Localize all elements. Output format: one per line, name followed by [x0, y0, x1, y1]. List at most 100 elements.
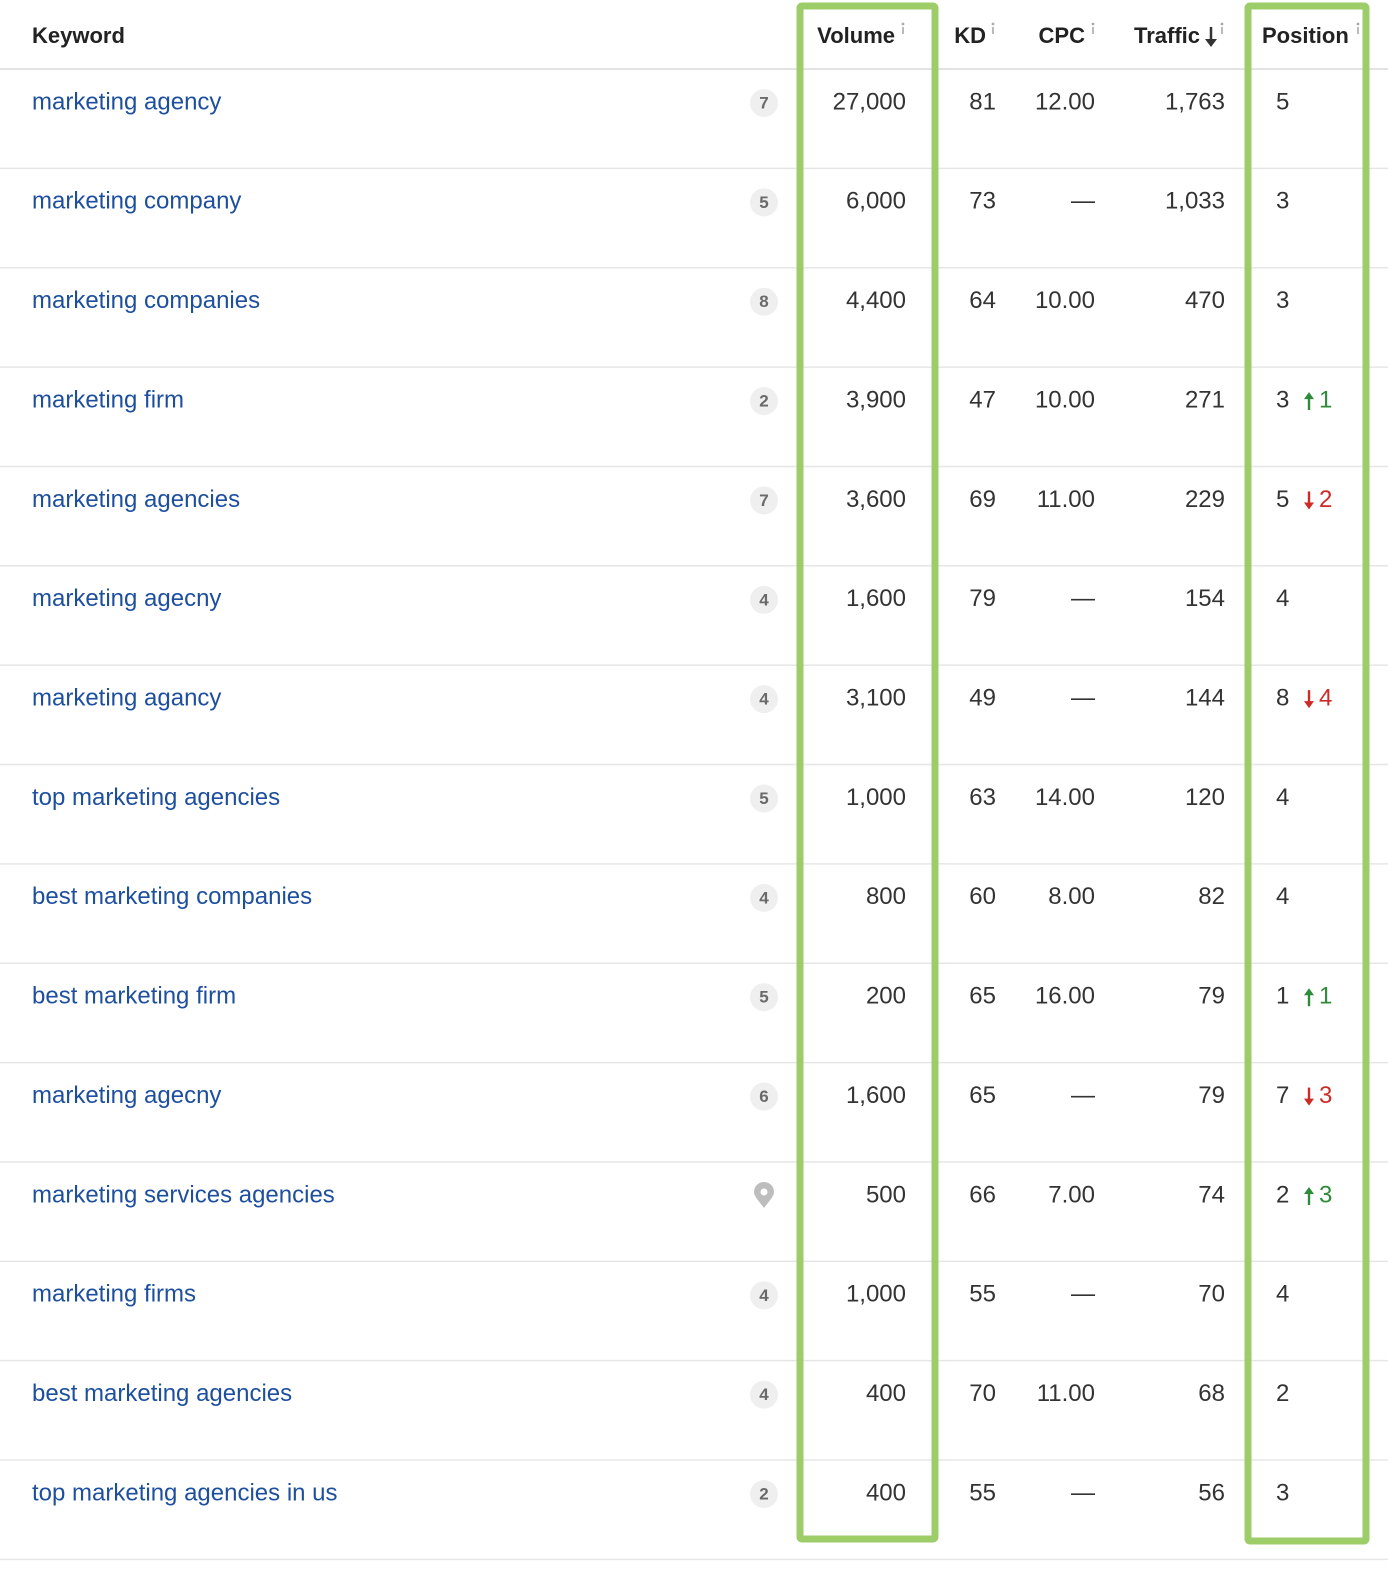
position-change: 4: [1319, 685, 1332, 712]
cpc: 8.00: [1048, 883, 1095, 910]
position: 1: [1276, 983, 1289, 1010]
info-dot: [1356, 22, 1360, 26]
cpc: —: [1071, 1479, 1095, 1506]
cpc: —: [1071, 188, 1095, 215]
serp-badge-label: 4: [759, 590, 769, 609]
keyword-link[interactable]: marketing services agencies: [32, 1181, 335, 1208]
header-traffic[interactable]: Traffic: [1134, 23, 1200, 48]
volume: 6,000: [846, 188, 906, 215]
cpc: —: [1071, 1082, 1095, 1109]
cpc: 14.00: [1035, 784, 1095, 811]
header-keyword: Keyword: [32, 23, 125, 48]
keyword-link[interactable]: best marketing agencies: [32, 1380, 292, 1407]
header-kd[interactable]: KD: [954, 23, 986, 48]
serp-badge: [750, 1082, 778, 1111]
info-dot: [1091, 22, 1095, 26]
position: 4: [1276, 883, 1289, 910]
cpc: 10.00: [1035, 386, 1095, 413]
volume: 500: [866, 1181, 906, 1208]
traffic: 120: [1185, 784, 1225, 811]
traffic: 1,033: [1165, 188, 1225, 215]
position: 3: [1276, 1479, 1289, 1506]
position-change: 2: [1319, 486, 1332, 513]
serp-badge-label: 4: [759, 1286, 769, 1305]
kd: 70: [969, 1380, 996, 1407]
traffic: 70: [1198, 1281, 1225, 1308]
keyword-link[interactable]: best marketing firm: [32, 983, 236, 1010]
keyword-link[interactable]: marketing firm: [32, 386, 184, 413]
keyword-link[interactable]: best marketing companies: [32, 883, 312, 910]
cpc: 10.00: [1035, 287, 1095, 314]
kd: 66: [969, 1181, 996, 1208]
keyword-link[interactable]: marketing agecny: [32, 1082, 221, 1109]
change-arrow-head: [1304, 701, 1314, 709]
traffic: 1,763: [1165, 88, 1225, 115]
keyword-link[interactable]: marketing firms: [32, 1281, 196, 1308]
info-icons: [901, 22, 1360, 34]
traffic: 79: [1198, 983, 1225, 1010]
info-dot: [901, 22, 905, 26]
serp-badge: [750, 883, 778, 912]
serp-badge: [750, 89, 778, 117]
serp-badge: [750, 1380, 778, 1409]
serp-badge-label: 2: [759, 1485, 768, 1504]
keyword-link[interactable]: marketing company: [32, 188, 241, 215]
keyword-link[interactable]: marketing agencies: [32, 486, 240, 513]
position: 4: [1276, 784, 1289, 811]
header-cpc[interactable]: CPC: [1039, 23, 1086, 48]
volume: 200: [866, 983, 906, 1010]
kd: 65: [969, 1082, 996, 1109]
serp-badge: [750, 287, 778, 316]
cpc: 7.00: [1048, 1181, 1095, 1208]
header-position[interactable]: Position: [1262, 23, 1349, 48]
position: 4: [1276, 1281, 1289, 1308]
keyword-link[interactable]: marketing companies: [32, 287, 260, 314]
position: 3: [1276, 386, 1289, 413]
traffic: 82: [1198, 883, 1225, 910]
serp-badge: [750, 387, 778, 416]
traffic: 79: [1198, 1082, 1225, 1109]
change-arrow-head: [1304, 392, 1314, 400]
position: 5: [1276, 88, 1289, 115]
cpc: 16.00: [1035, 983, 1095, 1010]
serp-badge: [750, 1281, 778, 1310]
keyword-link[interactable]: top marketing agencies in us: [32, 1479, 338, 1506]
kd: 73: [969, 188, 996, 215]
position: 4: [1276, 585, 1289, 612]
kd: 69: [969, 486, 996, 513]
volume: 3,600: [846, 486, 906, 513]
kd: 79: [969, 585, 996, 612]
volume: 1,000: [846, 784, 906, 811]
volume: 3,900: [846, 386, 906, 413]
kd: 47: [969, 386, 996, 413]
serp-badge-label: 5: [759, 193, 768, 212]
position: 8: [1276, 685, 1289, 712]
header-volume[interactable]: Volume: [817, 23, 895, 48]
keyword-link[interactable]: marketing agancy: [32, 685, 221, 712]
traffic: 154: [1185, 585, 1225, 612]
keyword-link[interactable]: marketing agency: [32, 88, 221, 115]
traffic: 470: [1185, 287, 1225, 314]
serp-badge: [750, 585, 778, 614]
change-arrow-head: [1304, 502, 1314, 510]
kd: 63: [969, 784, 996, 811]
serp-badge: [750, 1480, 778, 1509]
serp-badge: [750, 486, 778, 515]
serp-badge-label: 4: [759, 1385, 769, 1404]
keyword-link[interactable]: marketing agecny: [32, 585, 221, 612]
kd: 65: [969, 983, 996, 1010]
traffic: 68: [1198, 1380, 1225, 1407]
traffic: 144: [1185, 685, 1225, 712]
serp-badge: [750, 784, 778, 813]
position-change: 3: [1319, 1082, 1332, 1109]
volume: 1,000: [846, 1281, 906, 1308]
cpc: 12.00: [1035, 88, 1095, 115]
traffic: 56: [1198, 1479, 1225, 1506]
change-arrow-head: [1304, 988, 1314, 996]
highlight-position: [1244, 2, 1370, 1545]
serp-badge-label: 6: [759, 1087, 768, 1106]
keyword-link[interactable]: top marketing agencies: [32, 784, 280, 811]
cpc: 11.00: [1037, 486, 1095, 513]
